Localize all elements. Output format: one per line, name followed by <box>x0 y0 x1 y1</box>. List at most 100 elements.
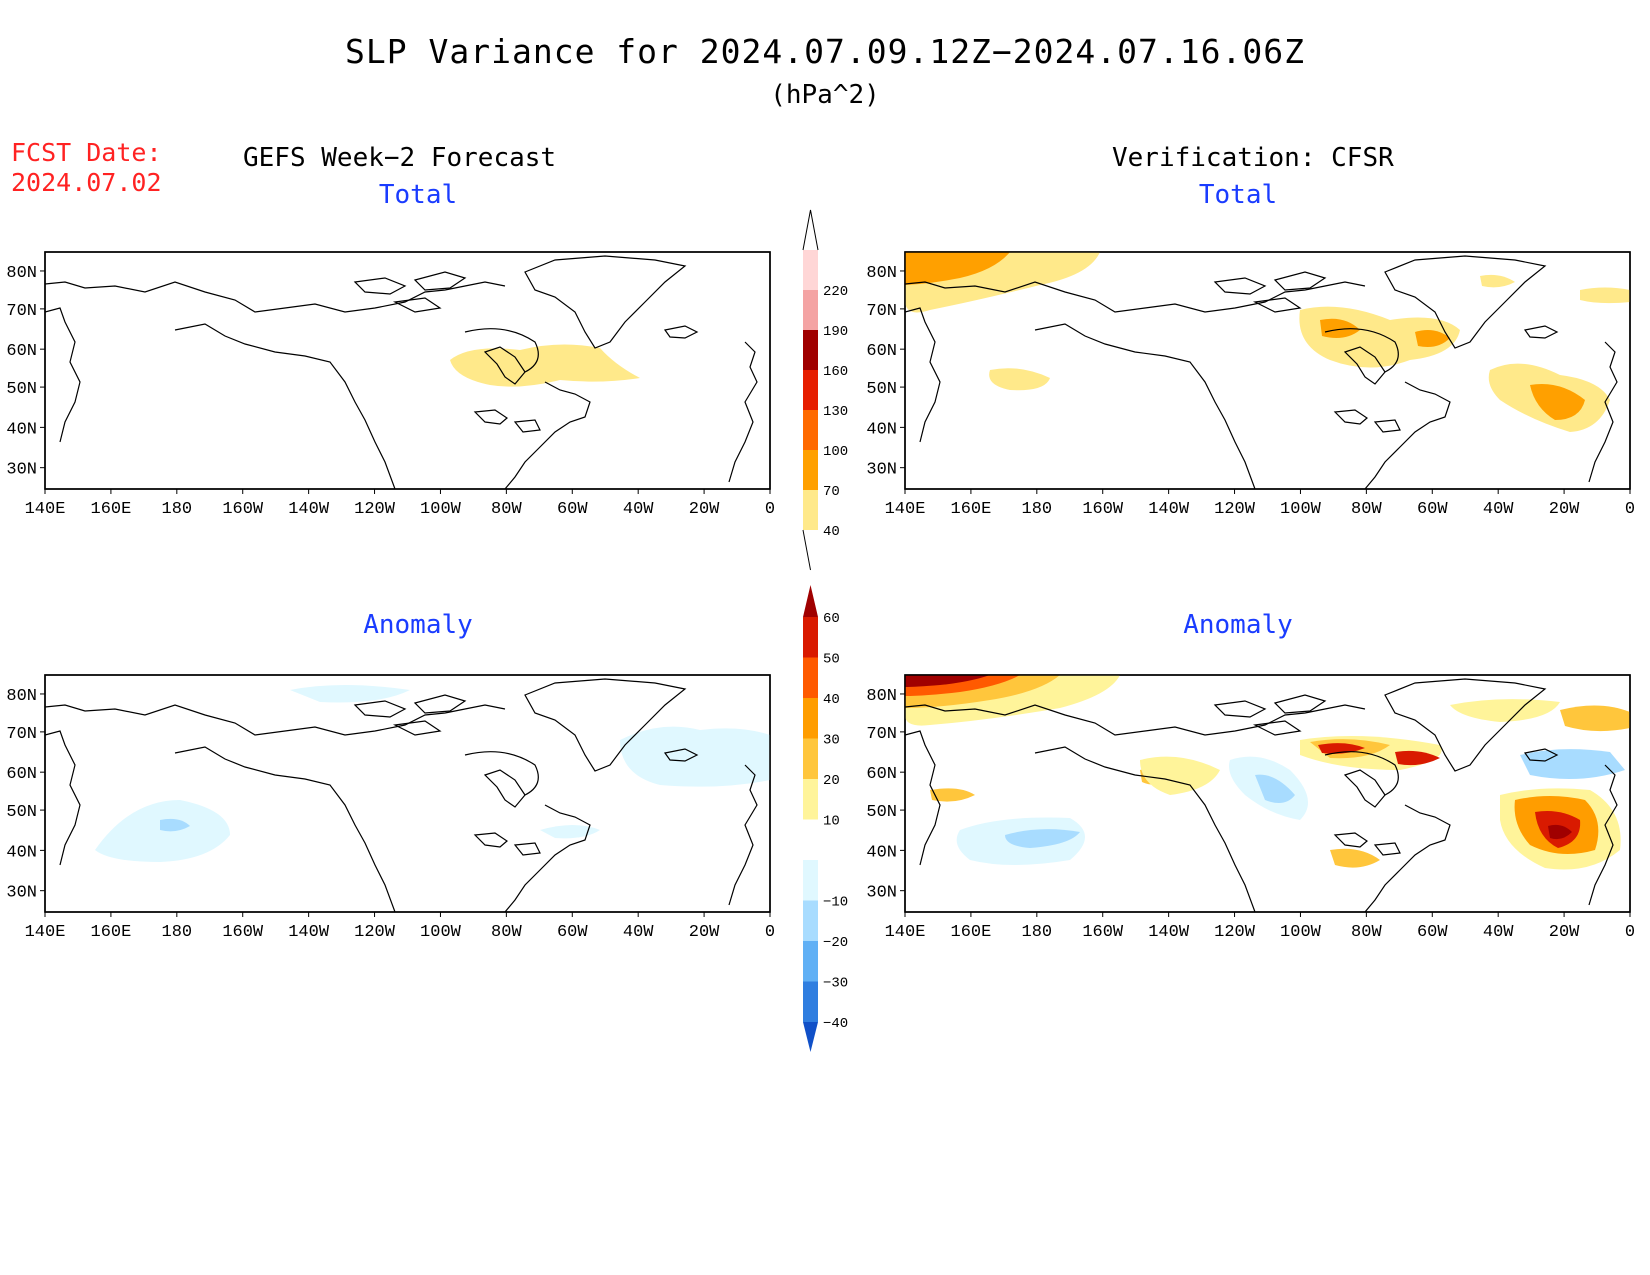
lon-tick-label: 40W <box>1483 923 1514 942</box>
lat-tick-label: 50N <box>6 380 37 399</box>
colorbar-total-swatch <box>803 450 818 490</box>
lon-tick-label: 160W <box>1082 923 1124 942</box>
lon-tick-label: 0 <box>765 923 775 942</box>
lon-tick-label: 120W <box>354 500 396 519</box>
colorbar-total-swatch <box>803 370 818 410</box>
lon-tick-label: 140W <box>1148 500 1190 519</box>
lon-tick-label: 20W <box>689 500 720 519</box>
lon-tick-label: 100W <box>420 500 462 519</box>
lon-tick-label: 60W <box>557 500 588 519</box>
lat-tick-label: 40N <box>6 843 37 862</box>
lat-tick-label: 60N <box>866 342 897 361</box>
lat-tick-label: 50N <box>866 380 897 399</box>
lon-tick-label: 100W <box>420 923 462 942</box>
panel-forecast-total <box>44 251 771 490</box>
lon-tick-label: 0 <box>765 500 775 519</box>
lat-tick-label: 70N <box>6 302 37 321</box>
lat-tick-label: 80N <box>6 687 37 706</box>
lat-tick-label: 80N <box>6 264 37 283</box>
lat-tick-label: 60N <box>6 765 37 784</box>
lon-tick-label: 0 <box>1625 923 1635 942</box>
lon-tick-label: 80W <box>1351 923 1382 942</box>
colorbar-anomaly-swatch <box>803 981 818 1022</box>
lon-tick-label: 140W <box>288 500 330 519</box>
lat-tick-label: 80N <box>866 687 897 706</box>
colorbar-total-swatch <box>803 290 818 330</box>
lat-tick-label: 70N <box>866 725 897 744</box>
lon-tick-label: 100W <box>1280 500 1322 519</box>
lat-tick-label: 40N <box>866 420 897 439</box>
colorbar-total-label: 160 <box>823 364 848 380</box>
lon-tick-label: 0 <box>1625 500 1635 519</box>
colorbar-total-label: 70 <box>823 484 840 500</box>
colorbar-anomaly-swatch <box>803 779 818 820</box>
colorbar-anomaly-label: −10 <box>823 895 848 911</box>
lat-tick-label: 40N <box>866 843 897 862</box>
lon-tick-label: 100W <box>1280 923 1322 942</box>
axis-labels: 140E 160E 180 160W 140W 120W 100W 80W 60W 40W 20W 0… <box>6 264 1635 942</box>
colorbar-anomaly-swatch <box>803 738 818 779</box>
lat-tick-label: 30N <box>6 461 37 480</box>
lon-tick-label: 180 <box>162 923 193 942</box>
lon-tick-label: 120W <box>1214 923 1256 942</box>
lon-tick-label: 20W <box>1549 500 1580 519</box>
lon-tick-label: 40W <box>623 500 654 519</box>
lon-tick-label: 120W <box>354 923 396 942</box>
colorbar-anomaly-swatch <box>803 941 818 982</box>
lon-tick-label: 140E <box>885 500 926 519</box>
colorbar-anomaly-swatch <box>803 617 818 658</box>
lon-tick-label: 160W <box>1082 500 1124 519</box>
forecast-anomaly-field <box>95 685 770 862</box>
colorbar-anomaly: 60 50 40 30 20 10 −10 −20 −30 −40 <box>803 585 848 1052</box>
colorbar-anomaly-label: 20 <box>823 773 840 789</box>
lon-tick-label: 140E <box>885 923 926 942</box>
colorbar-anomaly-label: 10 <box>823 814 840 830</box>
colorbar-total-label: 100 <box>823 444 848 460</box>
lon-tick-label: 120W <box>1214 500 1256 519</box>
colorbar-anomaly-swatch <box>803 698 818 739</box>
colorbar-anomaly-label: −20 <box>823 935 848 951</box>
colorbar-anomaly-swatch <box>803 900 818 941</box>
panel-title-forecast-total: Total <box>378 180 458 210</box>
lat-tick-label: 40N <box>6 420 37 439</box>
lon-tick-label: 60W <box>1417 500 1448 519</box>
colorbar-total-swatch <box>803 330 818 370</box>
lat-tick-label: 70N <box>6 725 37 744</box>
lon-tick-label: 180 <box>1022 500 1053 519</box>
panel-title-verification-anomaly: Anomaly <box>1183 610 1293 640</box>
lon-tick-label: 40W <box>623 923 654 942</box>
lon-tick-label: 160E <box>951 500 992 519</box>
lon-tick-label: 80W <box>1351 500 1382 519</box>
colorbar-anomaly-top-arrow <box>803 585 818 617</box>
lat-tick-label: 50N <box>6 803 37 822</box>
colorbar-total: 40 70 100 130 160 190 220 <box>802 209 848 571</box>
lon-tick-label: 160E <box>951 923 992 942</box>
colorbar-total-label: 190 <box>823 324 848 340</box>
lon-tick-label: 160E <box>91 923 132 942</box>
lat-tick-label: 70N <box>866 302 897 321</box>
colorbar-anomaly-label: 50 <box>823 652 840 668</box>
panel-title-forecast-anomaly: Anomaly <box>363 610 473 640</box>
lon-tick-label: 20W <box>1549 923 1580 942</box>
lon-tick-label: 80W <box>491 500 522 519</box>
colorbar-anomaly-swatch <box>803 657 818 698</box>
units-label: (hPa^2) <box>770 80 880 110</box>
lat-tick-label: 30N <box>6 884 37 903</box>
forecast-column-title: GEFS Week−2 Forecast <box>243 143 557 173</box>
lon-tick-label: 60W <box>1417 923 1448 942</box>
lon-tick-label: 20W <box>689 923 720 942</box>
verification-column-title: Verification: CFSR <box>1112 143 1394 173</box>
lon-tick-label: 180 <box>162 500 193 519</box>
lon-tick-label: 140W <box>1148 923 1190 942</box>
lon-tick-label: 160E <box>91 500 132 519</box>
colorbar-anomaly-label: 40 <box>823 692 840 708</box>
panel-title-verification-total: Total <box>1198 180 1278 210</box>
fcst-date-label: FCST Date: <box>11 138 162 167</box>
colorbar-anomaly-swatch <box>803 860 818 901</box>
lon-tick-label: 140W <box>288 923 330 942</box>
lon-tick-label: 140E <box>25 923 66 942</box>
colorbar-total-swatch <box>803 490 818 530</box>
colorbar-total-label: 40 <box>823 524 840 540</box>
colorbar-anomaly-swatch <box>803 819 818 860</box>
lat-tick-label: 80N <box>866 264 897 283</box>
